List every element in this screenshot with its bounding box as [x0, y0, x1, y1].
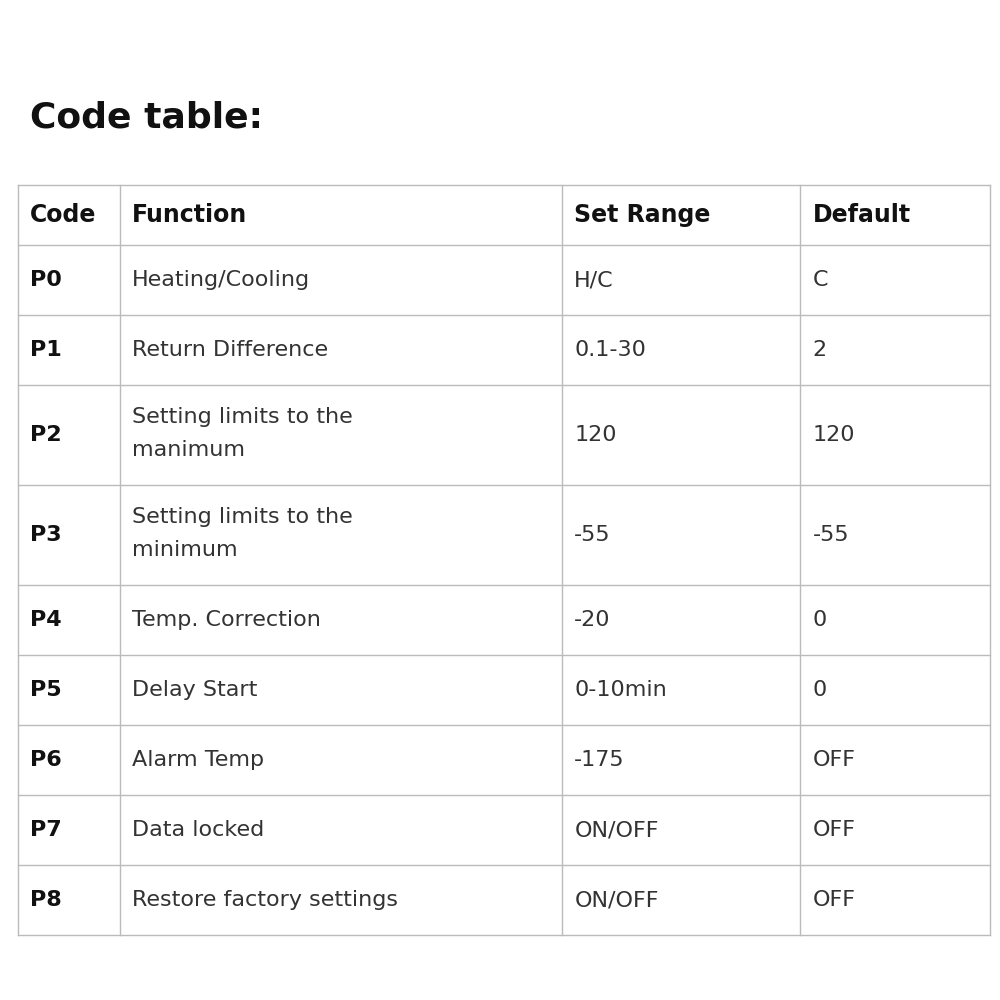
Text: Function: Function: [132, 203, 247, 227]
Text: 0.1-30: 0.1-30: [574, 340, 646, 360]
Text: ON/OFF: ON/OFF: [574, 820, 659, 840]
Text: P7: P7: [30, 820, 62, 840]
Text: Data locked: Data locked: [132, 820, 264, 840]
Text: 120: 120: [574, 425, 617, 445]
Text: Set Range: Set Range: [574, 203, 711, 227]
Text: manimum: manimum: [132, 440, 245, 460]
Text: OFF: OFF: [812, 750, 855, 770]
Text: Default: Default: [812, 203, 911, 227]
Text: 0: 0: [812, 610, 827, 630]
Text: H/C: H/C: [574, 270, 614, 290]
Text: P6: P6: [30, 750, 62, 770]
Text: -55: -55: [812, 525, 849, 545]
Text: OFF: OFF: [812, 890, 855, 910]
Text: OFF: OFF: [812, 820, 855, 840]
Text: Code table:: Code table:: [30, 100, 263, 134]
Text: P1: P1: [30, 340, 62, 360]
Text: Temp. Correction: Temp. Correction: [132, 610, 321, 630]
Text: C: C: [812, 270, 828, 290]
Text: P4: P4: [30, 610, 62, 630]
Text: P2: P2: [30, 425, 62, 445]
Text: -55: -55: [574, 525, 611, 545]
Text: 2: 2: [812, 340, 827, 360]
Text: P8: P8: [30, 890, 62, 910]
Text: ON/OFF: ON/OFF: [574, 890, 659, 910]
Text: Code: Code: [30, 203, 96, 227]
Text: 120: 120: [812, 425, 855, 445]
Text: 0: 0: [812, 680, 827, 700]
Text: P5: P5: [30, 680, 62, 700]
Text: Alarm Temp: Alarm Temp: [132, 750, 264, 770]
Text: Restore factory settings: Restore factory settings: [132, 890, 398, 910]
Text: Return Difference: Return Difference: [132, 340, 328, 360]
Text: Setting limits to the: Setting limits to the: [132, 507, 353, 527]
Text: P3: P3: [30, 525, 62, 545]
Text: -175: -175: [574, 750, 625, 770]
Text: 0-10min: 0-10min: [574, 680, 667, 700]
Text: Delay Start: Delay Start: [132, 680, 257, 700]
Text: P0: P0: [30, 270, 62, 290]
Text: minimum: minimum: [132, 540, 238, 560]
Text: Heating/Cooling: Heating/Cooling: [132, 270, 310, 290]
Text: Setting limits to the: Setting limits to the: [132, 407, 353, 427]
Text: -20: -20: [574, 610, 611, 630]
